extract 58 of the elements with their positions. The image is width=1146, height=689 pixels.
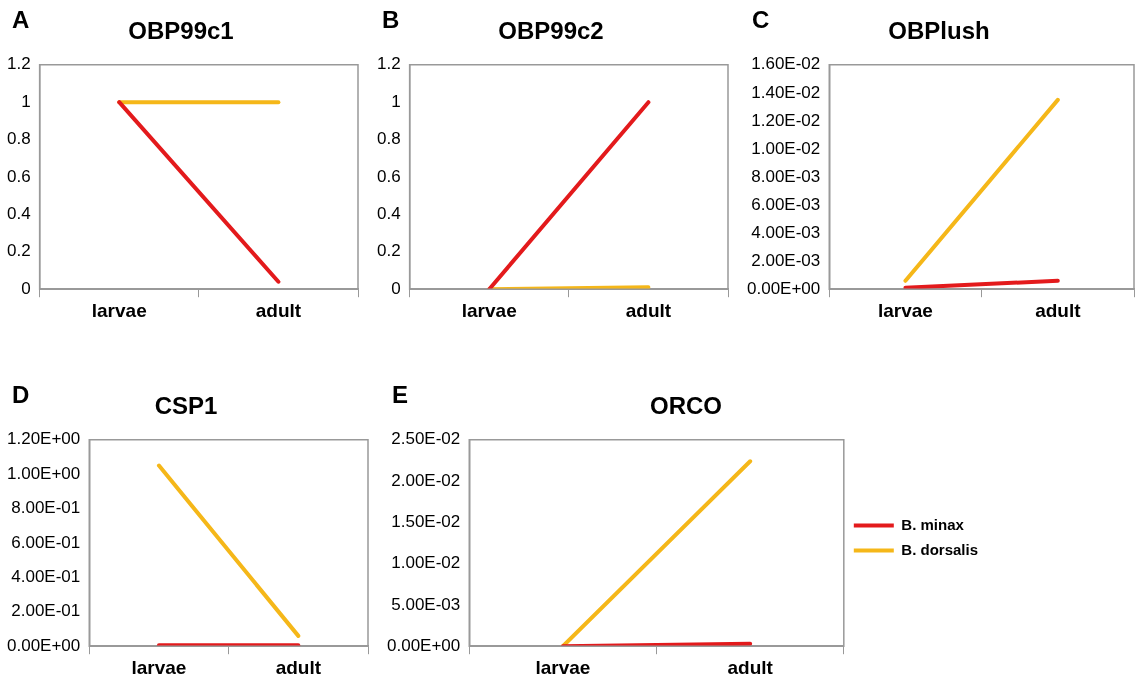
x-tick-label: adult	[275, 656, 322, 678]
y-tick-label: 0.6	[6, 166, 31, 186]
x-tick-label: adult	[727, 656, 774, 678]
y-tick-label: 0.6	[376, 166, 401, 186]
y-tick-label: 8.00E-03	[751, 166, 821, 186]
x-tick-label: larvae	[877, 299, 933, 321]
text: B	[382, 6, 400, 34]
x-tick-label: adult	[1035, 299, 1082, 321]
legend-label: B. dorsalis	[901, 540, 979, 558]
y-tick-label: 0.8	[376, 129, 401, 149]
y-tick-label: 1.60E-02	[751, 54, 821, 74]
y-tick-label: 4.00E-03	[751, 222, 821, 242]
y-tick-label: 0	[21, 278, 31, 298]
y-tick-label: 1.40E-02	[751, 82, 821, 102]
y-tick-label: 1	[391, 91, 401, 111]
y-tick-label: 1	[21, 91, 31, 111]
text: A	[12, 6, 30, 34]
text: C	[752, 6, 770, 34]
x-tick-label: adult	[255, 299, 302, 321]
x-tick-label: adult	[625, 299, 672, 321]
chart-title: ORCO	[650, 392, 722, 420]
x-tick-label: larvae	[535, 656, 591, 678]
y-tick-label: 5.00E-03	[391, 594, 461, 614]
x-tick-label: larvae	[131, 656, 187, 678]
y-tick-label: 1.50E-02	[391, 512, 461, 532]
y-tick-label: 6.00E-01	[11, 532, 81, 552]
x-tick-label: larvae	[461, 299, 517, 321]
text: D	[12, 381, 30, 409]
y-tick-label: 0.00E+00	[387, 635, 461, 655]
x-tick-label: larvae	[91, 299, 147, 321]
y-tick-label: 0	[391, 278, 401, 298]
text: E	[392, 381, 409, 409]
y-tick-label: 0.00E+00	[747, 278, 821, 298]
y-tick-label: 1.00E-02	[391, 553, 461, 573]
y-tick-label: 2.00E-01	[11, 601, 81, 621]
y-tick-label: 2.50E-02	[391, 429, 461, 449]
y-tick-label: 1.2	[6, 54, 31, 74]
y-tick-label: 6.00E-03	[751, 194, 821, 214]
y-tick-label: 1.20E+00	[7, 429, 81, 449]
chart-title: OBP99c1	[128, 17, 234, 45]
y-tick-label: 0.2	[6, 241, 31, 261]
y-tick-label: 0.2	[376, 241, 401, 261]
legend-label: B. minax	[901, 515, 965, 533]
y-tick-label: 1.2	[376, 54, 401, 74]
y-tick-label: 0.8	[6, 129, 31, 149]
y-tick-label: 1.00E-02	[751, 138, 821, 158]
y-tick-label: 2.00E-03	[751, 250, 821, 270]
y-tick-label: 0.4	[376, 204, 401, 224]
y-tick-label: 1.20E-02	[751, 110, 821, 130]
chart-title: CSP1	[154, 392, 218, 420]
y-tick-label: 4.00E-01	[11, 567, 81, 587]
y-tick-label: 0.00E+00	[7, 635, 81, 655]
y-tick-label: 8.00E-01	[11, 498, 81, 518]
y-tick-label: 2.00E-02	[391, 470, 461, 490]
y-tick-label: 0.4	[6, 204, 31, 224]
chart-title: OBP99c2	[498, 17, 604, 45]
chart-title: OBPlush	[888, 17, 990, 45]
y-tick-label: 1.00E+00	[7, 463, 81, 483]
